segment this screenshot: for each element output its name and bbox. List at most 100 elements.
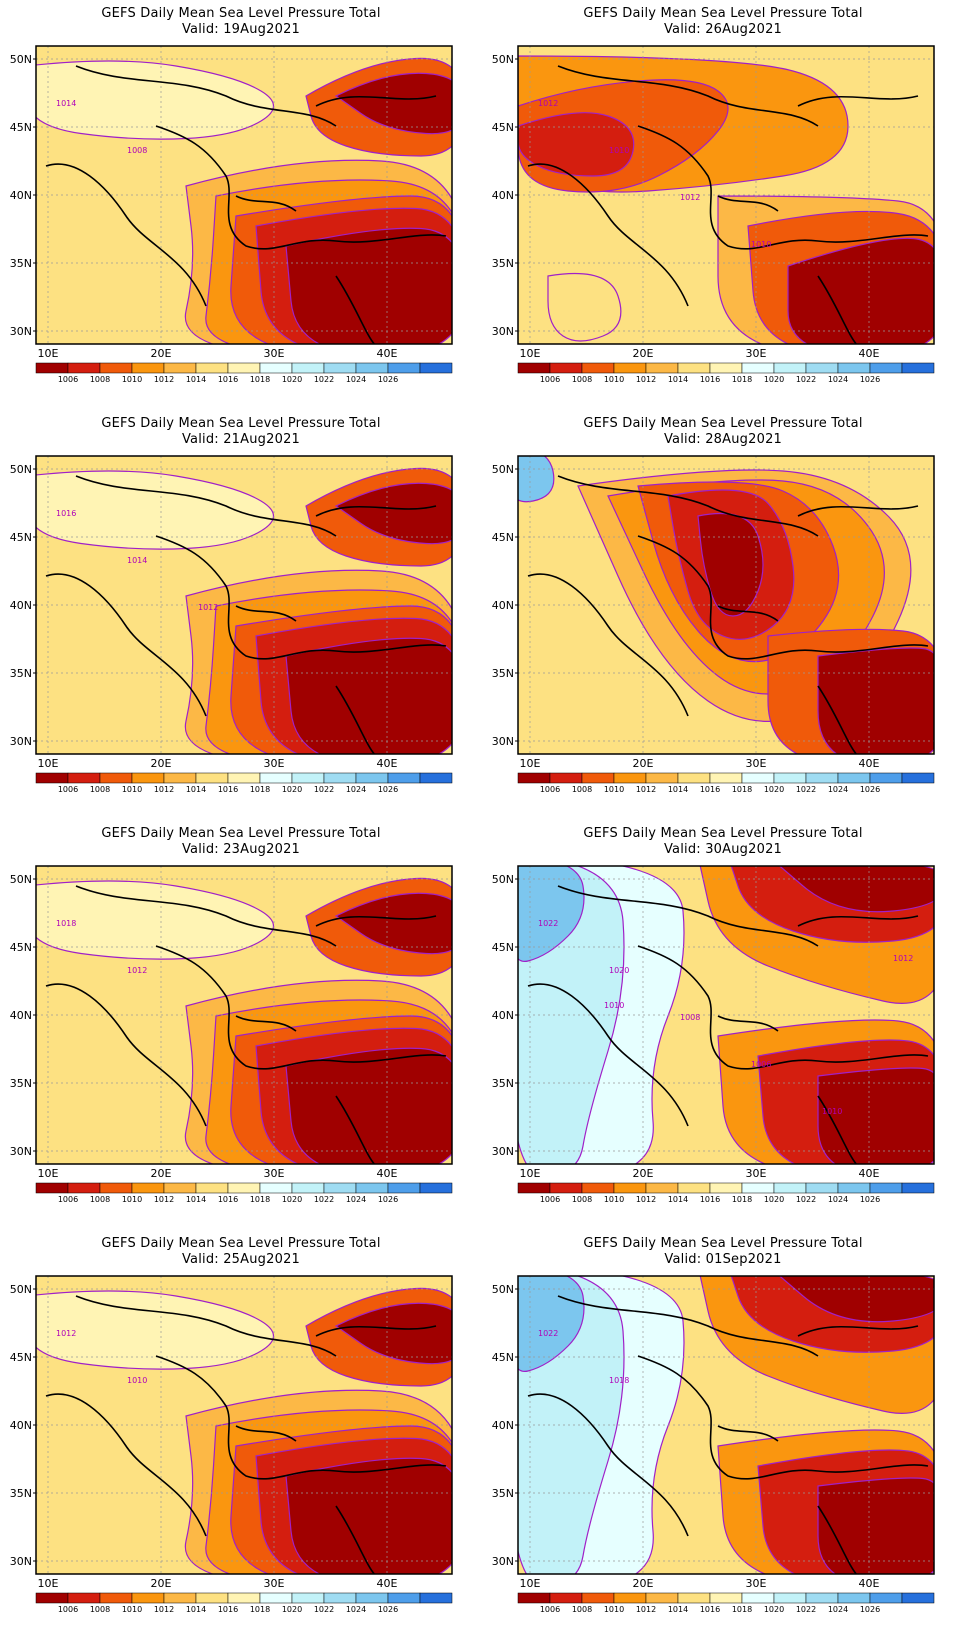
colorbar-swatch bbox=[901, 772, 935, 784]
longitude-label: 30E bbox=[746, 757, 767, 770]
colorbar-swatch bbox=[581, 362, 615, 374]
pressure-contour-fill bbox=[334, 72, 452, 135]
colorbar-swatch bbox=[709, 1182, 743, 1194]
map-panel: GEFS Daily Mean Sea Level Pressure Total… bbox=[482, 1230, 964, 1640]
longitude-label: 10E bbox=[520, 1577, 541, 1590]
longitude-label: 30E bbox=[746, 1577, 767, 1590]
panel-valid-date: Valid: 25Aug2021 bbox=[181, 1252, 301, 1267]
colorbar-label: 1010 bbox=[122, 1605, 142, 1614]
pressure-contour-fill bbox=[817, 1067, 934, 1164]
pressure-contour-fill bbox=[817, 1477, 934, 1574]
colorbar-swatch bbox=[259, 772, 293, 784]
panel-valid-date: Valid: 19Aug2021 bbox=[181, 22, 301, 37]
colorbar-label: 1012 bbox=[636, 785, 656, 794]
map-panel: GEFS Daily Mean Sea Level Pressure Total… bbox=[482, 820, 964, 1230]
pressure-contour-fill bbox=[36, 470, 275, 550]
contour-label: 1012 bbox=[198, 603, 218, 612]
colorbar-swatch bbox=[195, 1182, 229, 1194]
colorbar-label: 1006 bbox=[58, 785, 78, 794]
colorbar-label: 1016 bbox=[218, 1605, 238, 1614]
colorbar-label: 1014 bbox=[668, 1605, 688, 1614]
longitude-label: 20E bbox=[633, 1167, 654, 1180]
colorbar-label: 1008 bbox=[572, 375, 592, 384]
contour-label: 1012 bbox=[127, 966, 147, 975]
colorbar-swatch bbox=[869, 362, 903, 374]
latitude-label: 40N bbox=[10, 1009, 32, 1022]
longitude-label: 40E bbox=[377, 1577, 398, 1590]
colorbar-label: 1018 bbox=[250, 1195, 270, 1204]
colorbar-swatch bbox=[291, 1182, 325, 1194]
colorbar-label: 1010 bbox=[604, 1605, 624, 1614]
latitude-label: 35N bbox=[492, 1077, 514, 1090]
colorbar-swatch bbox=[323, 362, 357, 374]
colorbar-swatch bbox=[387, 1592, 421, 1604]
colorbar-label: 1018 bbox=[250, 375, 270, 384]
contour-label: 1022 bbox=[538, 1329, 558, 1338]
colorbar-swatch bbox=[613, 1592, 647, 1604]
longitude-label: 20E bbox=[633, 347, 654, 360]
pressure-map: 1012 1010 1012 1010 50N 45N 40N 35N 30N 10E 20E 30E… bbox=[492, 45, 935, 384]
longitude-label: 20E bbox=[151, 347, 172, 360]
latitude-label: 50N bbox=[492, 463, 514, 476]
latitude-label: 40N bbox=[492, 1419, 514, 1432]
colorbar-swatch bbox=[227, 362, 261, 374]
latitude-label: 45N bbox=[492, 941, 514, 954]
colorbar-label: 1020 bbox=[764, 1195, 784, 1204]
colorbar-label: 1014 bbox=[186, 1195, 206, 1204]
colorbar-label: 1016 bbox=[700, 1195, 720, 1204]
colorbar-swatch bbox=[35, 772, 69, 784]
colorbar-swatch bbox=[869, 772, 903, 784]
colorbar-label: 1016 bbox=[700, 785, 720, 794]
contour-label: 1018 bbox=[56, 919, 76, 928]
latitude-label: 50N bbox=[10, 463, 32, 476]
colorbar-label: 1018 bbox=[732, 1195, 752, 1204]
coastline bbox=[45, 885, 447, 1164]
colorbar-swatch bbox=[323, 1182, 357, 1194]
colorbar-label: 1006 bbox=[540, 1195, 560, 1204]
colorbar-swatch bbox=[131, 1592, 165, 1604]
colorbar-swatch bbox=[67, 1592, 101, 1604]
colorbar-label: 1012 bbox=[636, 375, 656, 384]
colorbar-label: 1014 bbox=[668, 1195, 688, 1204]
colorbar-label: 1008 bbox=[572, 785, 592, 794]
colorbar-swatch bbox=[645, 772, 679, 784]
colorbar-swatch bbox=[613, 1182, 647, 1194]
colorbar-label: 1012 bbox=[636, 1605, 656, 1614]
colorbar-swatch bbox=[677, 1182, 711, 1194]
longitude-label: 20E bbox=[151, 1577, 172, 1590]
latitude-label: 35N bbox=[10, 1077, 32, 1090]
colorbar-swatch bbox=[419, 1182, 453, 1194]
coastline bbox=[527, 1295, 929, 1574]
colorbar-label: 1020 bbox=[764, 1605, 784, 1614]
panel-valid-date: Valid: 26Aug2021 bbox=[663, 22, 783, 37]
colorbar-label: 1010 bbox=[122, 1195, 142, 1204]
longitude-label: 40E bbox=[859, 1577, 880, 1590]
latitude-label: 45N bbox=[492, 531, 514, 544]
colorbar-swatch bbox=[741, 772, 775, 784]
map-panel: GEFS Daily Mean Sea Level Pressure Total… bbox=[0, 820, 482, 1230]
latitude-label: 35N bbox=[492, 257, 514, 270]
colorbar-swatch bbox=[709, 362, 743, 374]
colorbar-swatch bbox=[195, 1592, 229, 1604]
colorbar-swatch bbox=[355, 362, 389, 374]
latitude-label: 45N bbox=[10, 531, 32, 544]
colorbar-label: 1006 bbox=[58, 1605, 78, 1614]
contour-label: 1016 bbox=[56, 509, 76, 518]
colorbar-swatch bbox=[773, 1592, 807, 1604]
coastline bbox=[45, 475, 447, 754]
colorbar-label: 1016 bbox=[218, 1195, 238, 1204]
pressure-contour-fill bbox=[518, 112, 635, 177]
colorbar-label: 1022 bbox=[314, 785, 334, 794]
panel-title: GEFS Daily Mean Sea Level Pressure Total bbox=[583, 1236, 863, 1251]
pressure-contour-fill bbox=[778, 866, 934, 913]
colorbar-swatch bbox=[355, 772, 389, 784]
pressure-contour-fill bbox=[697, 512, 764, 617]
colorbar-label: 1006 bbox=[58, 1195, 78, 1204]
colorbar-swatch bbox=[837, 772, 871, 784]
pressure-map: 1014 1008 50N 45N 40N 35N 30N 10E 20E 30E 40E 1006 1… bbox=[10, 45, 453, 384]
latitude-label: 40N bbox=[492, 599, 514, 612]
colorbar-swatch bbox=[291, 772, 325, 784]
colorbar-swatch bbox=[419, 772, 453, 784]
pressure-map: 1018 1012 50N 45N 40N 35N 30N 10E 20E 30E 40E 1006 1… bbox=[10, 865, 453, 1204]
colorbar-swatch bbox=[517, 362, 551, 374]
